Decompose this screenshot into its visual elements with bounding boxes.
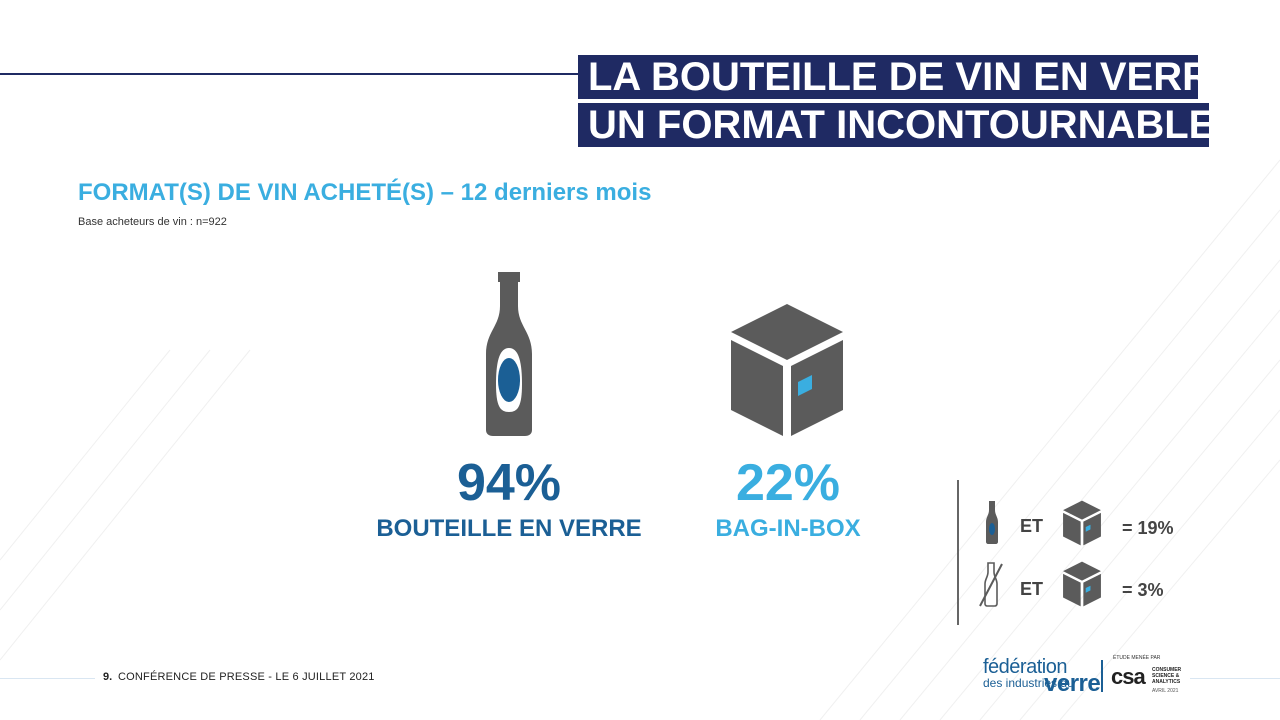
small-box-icon-2	[1063, 561, 1101, 607]
csa-logo-top: ÉTUDE MENÉE PAR	[1113, 655, 1161, 661]
no-bottle-icon	[979, 562, 1003, 607]
stat-box-percent: 22%	[735, 454, 841, 512]
combo-connector-1: ET	[1020, 516, 1044, 536]
subtitle-main: FORMAT(S) DE VIN ACHETÉ(S) –	[78, 179, 461, 206]
fiv-logo-line2: des industries du	[983, 676, 1074, 690]
combo-divider	[957, 480, 959, 625]
fiv-logo-line1: fédération	[983, 656, 1067, 678]
chart-subtitle: FORMAT(S) DE VIN ACHETÉ(S) – 12 derniers…	[78, 179, 651, 207]
footer-rule-left	[0, 678, 95, 679]
stat-bottle: 94% BOUTEILLE EN VERRE	[370, 455, 648, 543]
combo-result-1: = 19%	[1122, 518, 1174, 538]
footer-text: CONFÉRENCE DE PRESSE - LE 6 JUILLET 2021	[118, 671, 375, 683]
small-box-icon	[1063, 500, 1101, 546]
header-rule	[0, 73, 600, 75]
fiv-logo-line3: verre	[1044, 670, 1101, 697]
combo-result-2: = 3%	[1122, 580, 1164, 600]
box-icon	[731, 304, 843, 436]
page-title-line-2: UN FORMAT INCONTOURNABLE	[578, 103, 1215, 147]
logo-separator	[1101, 660, 1103, 692]
fiv-logo-line2a: des industries	[983, 676, 1058, 690]
wine-bottle-icon	[486, 272, 532, 436]
base-note: Base acheteurs de vin : n=922	[78, 216, 227, 228]
page-title-line-1: LA BOUTEILLE DE VIN EN VERRE,	[578, 55, 1249, 99]
stat-bottle-percent: 94%	[456, 454, 562, 512]
page-number: 9.	[103, 671, 113, 683]
fiv-logo-line2b: du	[1060, 676, 1074, 690]
stat-bag-in-box: 22% BAG-IN-BOX	[700, 455, 876, 543]
footer-rule-right	[1190, 678, 1280, 679]
csa-logo-side: CONSUMER SCIENCE & ANALYTICS	[1152, 667, 1182, 685]
csa-logo-date: AVRIL 2021	[1152, 688, 1179, 694]
combo-connector-2: ET	[1020, 579, 1044, 599]
stat-box-label: BAG-IN-BOX	[715, 515, 861, 542]
subtitle-period: 12 derniers mois	[460, 179, 652, 206]
small-bottle-icon	[986, 501, 998, 544]
stat-bottle-label: BOUTEILLE EN VERRE	[376, 515, 642, 542]
csa-logo-mark: csa	[1111, 664, 1146, 689]
